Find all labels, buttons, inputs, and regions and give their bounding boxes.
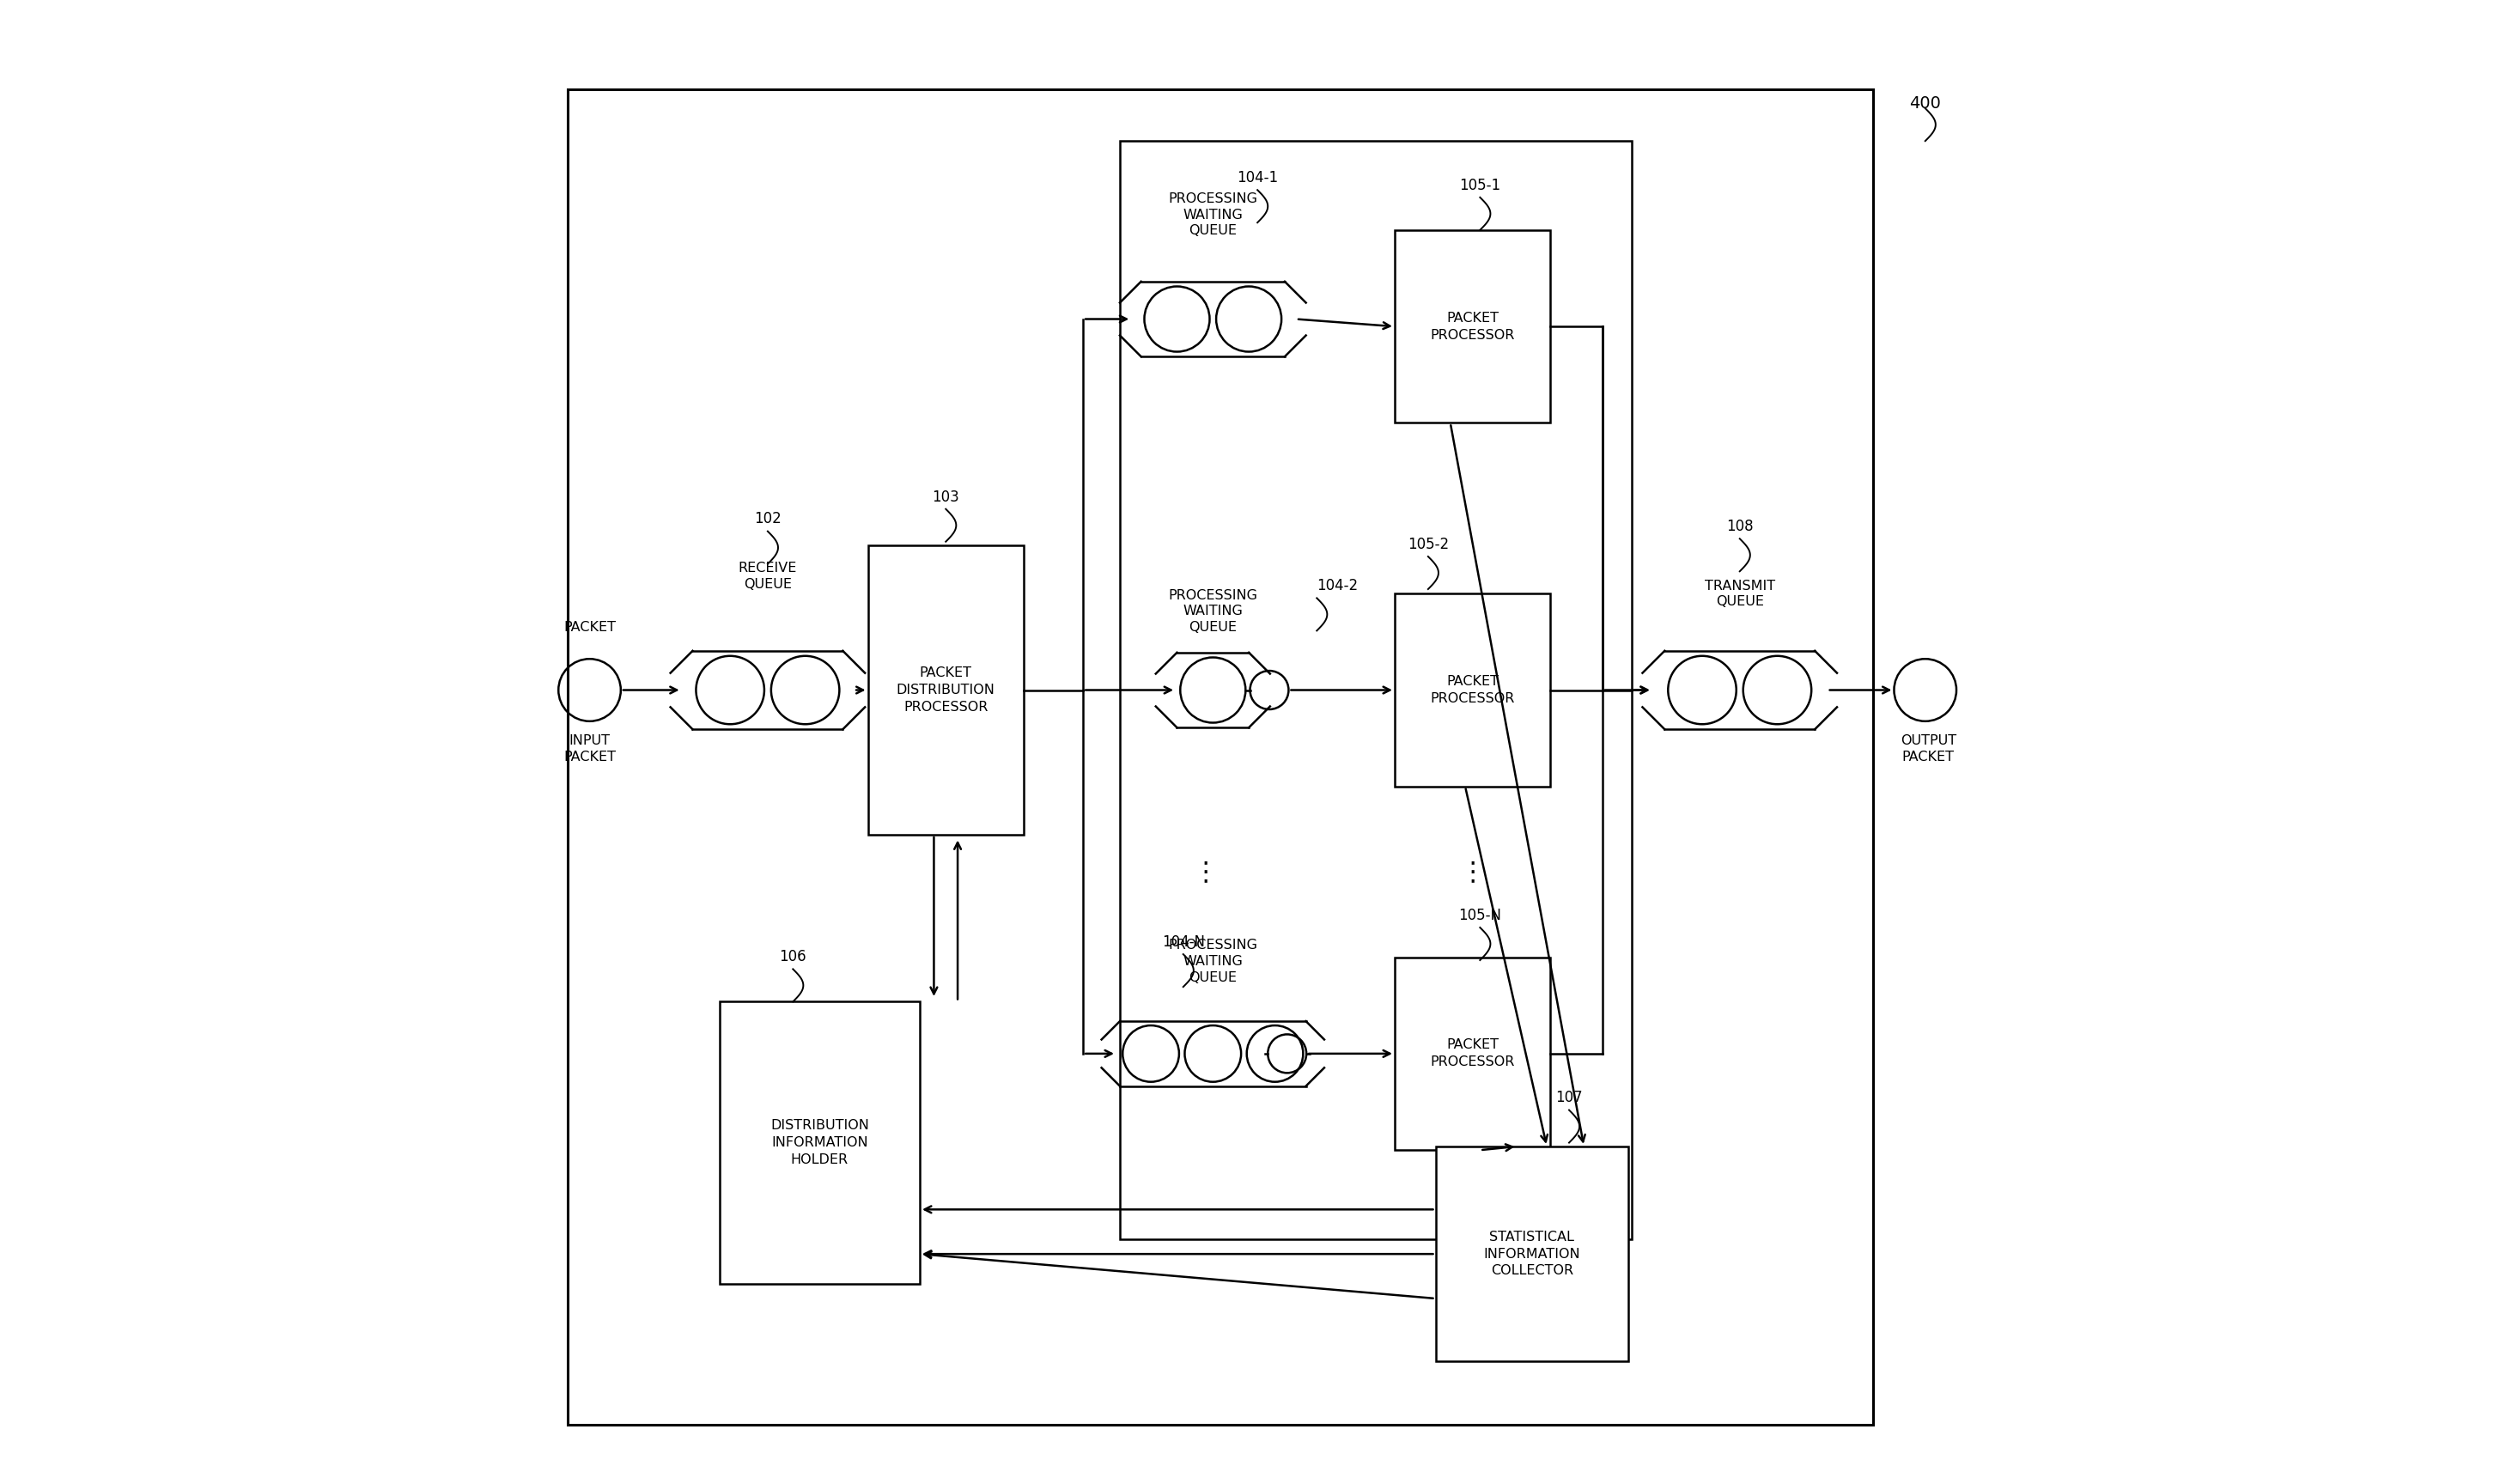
- Text: 400: 400: [1910, 96, 1940, 111]
- Text: PROCESSING
WAITING
QUEUE: PROCESSING WAITING QUEUE: [1168, 939, 1258, 984]
- Text: INPUT
PACKET: INPUT PACKET: [562, 735, 615, 763]
- Text: 106: 106: [780, 950, 808, 965]
- Text: PACKET
PROCESSOR: PACKET PROCESSOR: [1430, 1039, 1515, 1068]
- Bar: [720, 1002, 920, 1284]
- Bar: [1395, 230, 1550, 423]
- Text: 105-2: 105-2: [1407, 537, 1447, 552]
- Text: 104-1: 104-1: [1238, 171, 1278, 186]
- Text: 107: 107: [1555, 1091, 1582, 1106]
- Text: DISTRIBUTION
INFORMATION
HOLDER: DISTRIBUTION INFORMATION HOLDER: [770, 1119, 870, 1166]
- Text: PACKET: PACKET: [562, 620, 615, 634]
- Text: OUTPUT
PACKET: OUTPUT PACKET: [1900, 735, 1955, 763]
- Text: ⋮: ⋮: [1192, 859, 1218, 884]
- Text: RECEIVE
QUEUE: RECEIVE QUEUE: [738, 562, 798, 591]
- Bar: [868, 546, 1022, 834]
- Text: 105-N: 105-N: [1457, 908, 1502, 923]
- Text: PROCESSING
WAITING
QUEUE: PROCESSING WAITING QUEUE: [1168, 193, 1258, 237]
- Bar: [568, 89, 1872, 1425]
- Text: 103: 103: [932, 490, 960, 505]
- Text: STATISTICAL
INFORMATION
COLLECTOR: STATISTICAL INFORMATION COLLECTOR: [1482, 1230, 1580, 1278]
- Text: PROCESSING
WAITING
QUEUE: PROCESSING WAITING QUEUE: [1168, 589, 1258, 634]
- Bar: [1120, 141, 1632, 1239]
- Bar: [1395, 957, 1550, 1150]
- Text: 104-N: 104-N: [1162, 935, 1205, 950]
- Bar: [1435, 1147, 1628, 1362]
- Text: 105-1: 105-1: [1460, 178, 1500, 193]
- Bar: [1395, 594, 1550, 787]
- Text: ⋮: ⋮: [1460, 859, 1485, 884]
- Text: PACKET
DISTRIBUTION
PROCESSOR: PACKET DISTRIBUTION PROCESSOR: [898, 666, 995, 714]
- Text: PACKET
PROCESSOR: PACKET PROCESSOR: [1430, 312, 1515, 341]
- Text: PACKET
PROCESSOR: PACKET PROCESSOR: [1430, 675, 1515, 705]
- Text: 108: 108: [1725, 519, 1752, 534]
- Text: 102: 102: [755, 512, 782, 527]
- Text: TRANSMIT
QUEUE: TRANSMIT QUEUE: [1705, 580, 1775, 608]
- Text: 104-2: 104-2: [1318, 579, 1358, 594]
